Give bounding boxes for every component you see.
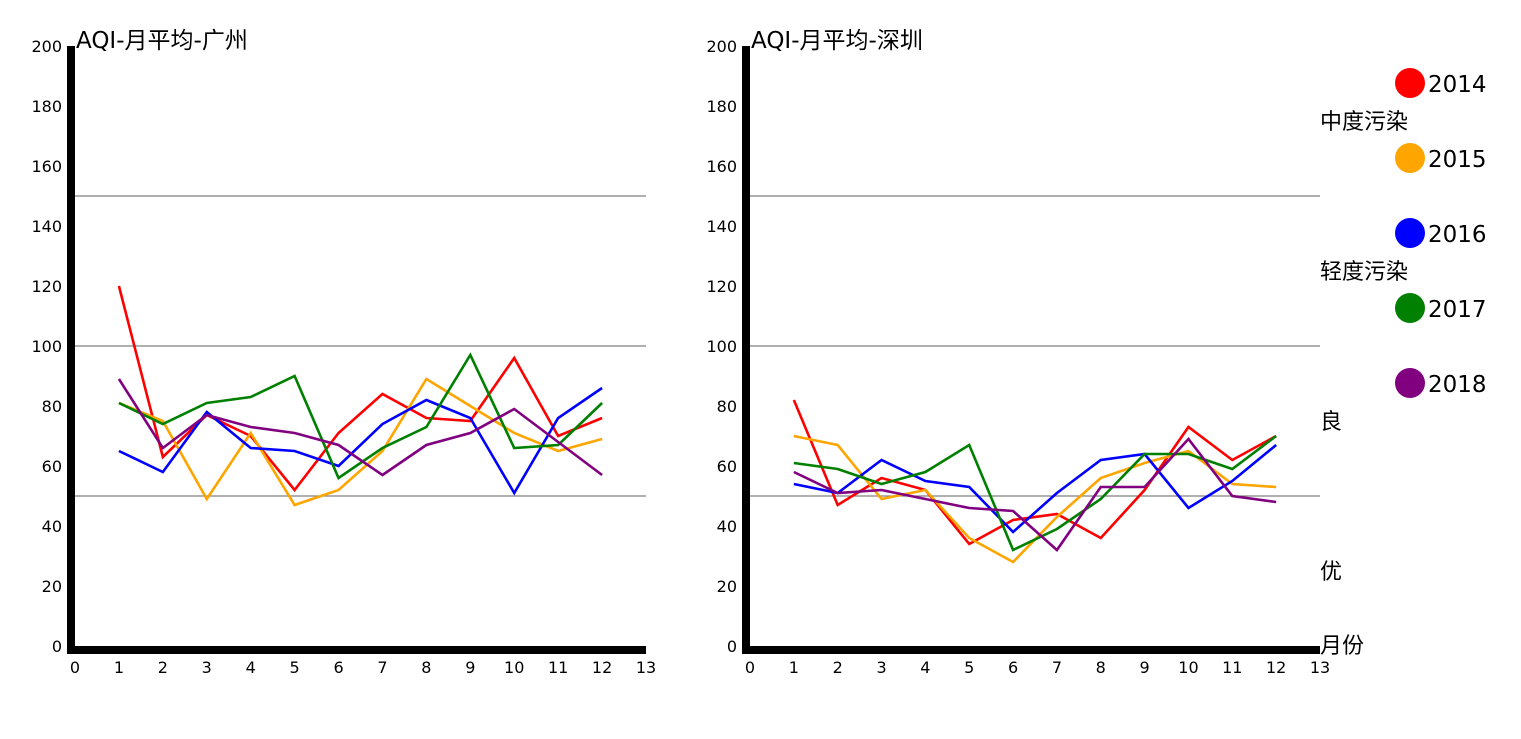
series-line-2015 [118, 377, 603, 507]
y-tick-label: 40 [717, 517, 737, 536]
y-tick-label: 40 [42, 517, 62, 536]
y-tick-label: 200 [706, 37, 737, 56]
x-tick-label: 2 [833, 658, 843, 677]
series-line-2016 [793, 443, 1277, 534]
x-tick-label: 11 [548, 658, 568, 677]
y-tick-label: 80 [42, 397, 62, 416]
legend-marker-2016 [1395, 218, 1425, 248]
x-tick-label: 3 [876, 658, 886, 677]
zone-label-light: 轻度污染 [1320, 260, 1408, 285]
x-tick-label: 8 [1096, 658, 1106, 677]
series-line-2017 [118, 352, 603, 480]
y-tick-label: 0 [52, 637, 62, 656]
x-tick-label: 9 [465, 658, 475, 677]
y-tick-label: 20 [717, 577, 737, 596]
y-tick-label: 120 [706, 277, 737, 296]
x-tick-label: 2 [158, 658, 168, 677]
y-tick-label: 120 [31, 277, 62, 296]
x-tick-label: 7 [1052, 658, 1062, 677]
legend-marker-2014 [1395, 68, 1425, 98]
chart-shenzhen: AQI-月平均-深圳 0 20 40 60 80 100 120 140 160 180 200 0 1… [706, 28, 1330, 677]
x-tick-label: 0 [70, 658, 80, 677]
x-tick-label: 8 [421, 658, 431, 677]
x-tick-label: 0 [745, 658, 755, 677]
x-tick-label: 11 [1222, 658, 1242, 677]
chart-title: AQI-月平均-深圳 [751, 28, 923, 54]
y-tick-label: 160 [706, 157, 737, 176]
y-tick-label: 100 [706, 337, 737, 356]
y-tick-label: 160 [31, 157, 62, 176]
x-tick-label: 13 [1310, 658, 1330, 677]
legend-label-2017: 2017 [1428, 297, 1487, 323]
y-tick-label: 140 [31, 217, 62, 236]
x-tick-label: 9 [1140, 658, 1150, 677]
legend-label-2015: 2015 [1428, 147, 1487, 173]
x-tick-label: 5 [964, 658, 974, 677]
chart-guangzhou: AQI-月平均-广州 0 20 40 60 80 100 120 140 160 180 200 0 1… [31, 28, 656, 677]
y-tick-label: 0 [727, 637, 737, 656]
zone-label-good: 良 [1320, 410, 1342, 435]
x-tick-label: 10 [504, 658, 524, 677]
x-tick-label: 10 [1178, 658, 1198, 677]
x-axis-label: 月份 [1320, 634, 1364, 659]
y-tick-label: 100 [31, 337, 62, 356]
legend-label-2014: 2014 [1428, 72, 1487, 98]
y-tick-label: 200 [31, 37, 62, 56]
legend-marker-2017 [1395, 293, 1425, 323]
legend-label-2016: 2016 [1428, 222, 1487, 248]
series-line-2018 [117, 378, 603, 477]
y-tick-label: 20 [42, 577, 62, 596]
series-line-2018 [793, 436, 1277, 552]
x-tick-label: 12 [1266, 658, 1286, 677]
y-tick-label: 180 [706, 97, 737, 116]
x-tick-label: 4 [246, 658, 256, 677]
x-tick-label: 1 [114, 658, 124, 677]
zone-label-moderate: 中度污染 [1320, 110, 1408, 135]
y-tick-label: 140 [706, 217, 737, 236]
chart-title: AQI-月平均-广州 [76, 28, 248, 54]
legend: 2014 2015 2016 2017 2018 [1395, 68, 1487, 398]
x-tick-label: 12 [592, 658, 612, 677]
series-line-2017 [793, 434, 1277, 552]
aqi-zone-labels: 中度污染 轻度污染 良 优 月份 [1320, 110, 1408, 659]
y-tick-label: 180 [31, 97, 62, 116]
legend-label-2018: 2018 [1428, 372, 1487, 398]
x-tick-label: 7 [377, 658, 387, 677]
x-tick-label: 4 [920, 658, 930, 677]
y-tick-label: 60 [717, 457, 737, 476]
y-tick-label: 60 [42, 457, 62, 476]
zone-label-excellent: 优 [1320, 560, 1342, 585]
legend-marker-2018 [1395, 368, 1425, 398]
x-tick-label: 1 [789, 658, 799, 677]
x-tick-label: 6 [333, 658, 343, 677]
x-tick-label: 3 [202, 658, 212, 677]
x-tick-label: 5 [290, 658, 300, 677]
x-tick-label: 13 [636, 658, 656, 677]
x-tick-label: 6 [1008, 658, 1018, 677]
legend-marker-2015 [1395, 143, 1425, 173]
y-tick-label: 80 [717, 397, 737, 416]
